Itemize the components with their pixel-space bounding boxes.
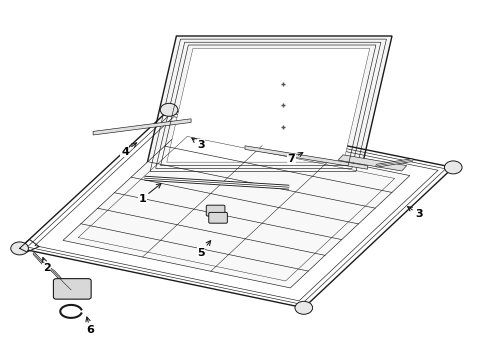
Text: 3: 3 [192, 138, 205, 150]
Polygon shape [20, 110, 453, 308]
FancyBboxPatch shape [209, 212, 227, 223]
Text: 2: 2 [42, 257, 50, 273]
Polygon shape [245, 146, 368, 169]
Text: 4: 4 [121, 143, 137, 157]
FancyBboxPatch shape [53, 279, 91, 299]
FancyBboxPatch shape [206, 205, 225, 216]
Text: 7: 7 [288, 153, 303, 164]
Circle shape [160, 103, 178, 116]
Polygon shape [338, 155, 407, 171]
Text: 1: 1 [138, 184, 161, 204]
Text: 5: 5 [197, 241, 211, 258]
Circle shape [444, 161, 462, 174]
Circle shape [11, 242, 28, 255]
Polygon shape [145, 36, 392, 175]
Polygon shape [93, 119, 191, 135]
Circle shape [295, 301, 313, 314]
Polygon shape [63, 130, 410, 288]
Text: 6: 6 [86, 317, 95, 336]
Polygon shape [167, 49, 370, 162]
Text: 3: 3 [408, 207, 423, 219]
